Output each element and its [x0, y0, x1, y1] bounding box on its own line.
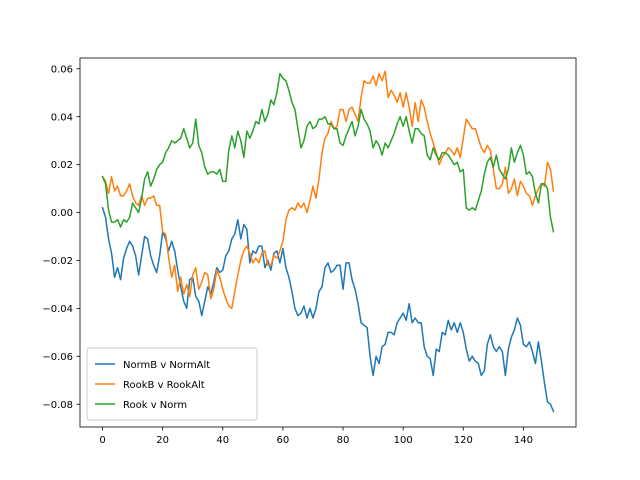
y-tick-label: 0.06	[51, 64, 73, 75]
legend-box	[86, 347, 258, 421]
x-tick-label: 120	[454, 435, 473, 446]
x-tick-label: 40	[216, 435, 229, 446]
series-layer	[101, 70, 555, 413]
x-tick-label: 80	[337, 435, 350, 446]
legend: NormB v NormAlt RookB v RookAlt Rook v Nor…	[86, 347, 258, 421]
x-tick-label: 100	[394, 435, 413, 446]
y-tick-label: 0.02	[51, 160, 73, 171]
y-tick-label: 0.04	[51, 112, 73, 123]
x-tick-label: 0	[99, 435, 105, 446]
legend-label-1: NormB v NormAlt	[123, 360, 210, 371]
y-tick-label: −0.02	[42, 256, 73, 267]
y-axis: −0.08 −0.06 −0.04 −0.02 0.00 0.02 0.04 0.06	[42, 64, 80, 411]
x-axis: 0 20 40 60 80 100 120 140	[99, 427, 533, 446]
x-tick-label: 20	[156, 435, 169, 446]
series-line-1	[101, 206, 555, 413]
series-line-2	[101, 70, 555, 310]
legend-label-2: RookB v RookAlt	[123, 380, 205, 391]
plot-frame	[79, 57, 577, 428]
x-tick-label: 140	[514, 435, 533, 446]
x-tick-label: 60	[277, 435, 290, 446]
legend-label-3: Rook v Norm	[123, 400, 187, 411]
y-tick-label: 0.00	[51, 208, 73, 219]
series-line-3	[101, 72, 555, 233]
y-tick-label: −0.04	[42, 304, 73, 315]
y-tick-label: −0.08	[42, 400, 73, 411]
y-tick-label: −0.06	[42, 352, 73, 363]
